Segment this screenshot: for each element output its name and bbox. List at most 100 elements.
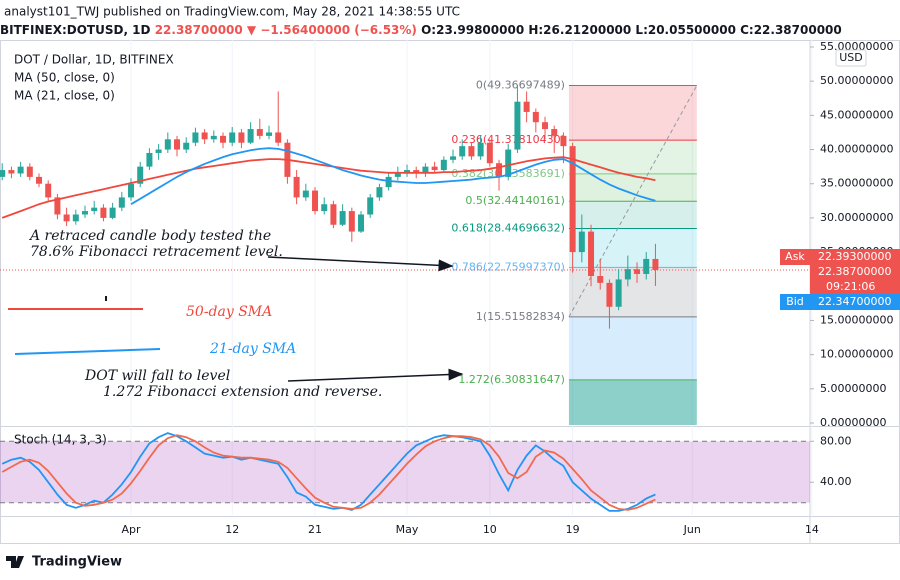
fib-label: 0(49.36697489): [476, 79, 565, 92]
candle-body: [440, 159, 447, 171]
candle-body: [569, 146, 576, 253]
ask-box: [810, 249, 900, 265]
ma-line: [130, 147, 656, 205]
candle-body: [146, 152, 153, 167]
countdown: 09:21:06: [826, 280, 875, 293]
candle-body: [634, 269, 641, 274]
candle-body: [422, 166, 429, 174]
candle-body: [560, 135, 567, 147]
candle-body: [514, 101, 521, 150]
candle-body: [615, 279, 622, 307]
candle-body: [652, 258, 659, 270]
symbol: BITFINEX:DOTUSD, 1D: [0, 23, 151, 37]
fib-zone: [568, 379, 697, 425]
candle-body: [155, 149, 162, 153]
y-tick-label: 80.00: [820, 434, 852, 447]
y-tick-label: 5.00000000: [820, 382, 886, 395]
bid-label: Bid: [786, 295, 804, 308]
fib-label: 1.272(6.30831647): [458, 373, 565, 386]
candle-body: [256, 129, 263, 136]
y-tick-label: 50.00000000: [820, 74, 893, 87]
candle-body: [266, 132, 273, 136]
annotation: DOT will fall to level: [84, 368, 230, 384]
x-tick-label: 12: [225, 523, 239, 536]
legend-ma21: MA (21, close, 0): [14, 89, 115, 103]
candle-body: [404, 170, 411, 174]
stoch-band: [0, 441, 810, 503]
y-tick-label: 40.00: [820, 475, 852, 488]
currency-box[interactable]: [835, 49, 867, 67]
ohlc: O:23.99800000 H:26.21200000 L:20.0550000…: [421, 23, 842, 37]
candle-body: [54, 197, 61, 215]
y-tick-label: 10.00000000: [820, 348, 893, 361]
bid-tag: [780, 294, 810, 310]
fib-zone: [568, 316, 697, 380]
arrow: [287, 368, 464, 382]
y-tick-label: 45.00000000: [820, 108, 893, 121]
candle-body: [137, 166, 144, 184]
candle-body: [542, 122, 549, 130]
candle-body: [91, 207, 98, 212]
candle-body: [36, 176, 43, 184]
bid-box: [810, 294, 900, 310]
candle-body: [348, 211, 355, 232]
candle-body: [238, 132, 245, 143]
ask-price: 22.39300000: [818, 250, 891, 263]
candle-body: [367, 197, 374, 215]
stoch-title: Stoch (14, 3, 3): [14, 433, 107, 447]
candle-body: [8, 170, 15, 174]
stoch-line: [1, 432, 656, 512]
fib-zone: [568, 140, 697, 174]
annotation: 50-day SMA: [186, 304, 272, 320]
candle-body: [643, 258, 650, 274]
candle-body: [523, 101, 530, 112]
ask-label: Ask: [785, 250, 805, 263]
fib-trend: [568, 85, 698, 318]
candle-body: [312, 190, 319, 212]
candle-body: [321, 204, 328, 212]
x-tick-label: 14: [805, 523, 819, 536]
candle-body: [624, 269, 631, 280]
change: 22.38700000 ▼ −1.56400000 (−6.53%): [155, 23, 417, 37]
x-tick-label: 21: [308, 523, 322, 536]
y-tick-label: 0.00000000: [820, 416, 886, 429]
fib-zone: [568, 201, 697, 229]
candle-body: [229, 132, 236, 143]
candle-body: [578, 231, 585, 253]
candle-body: [358, 214, 365, 232]
candle-body: [588, 231, 595, 277]
candle-body: [496, 163, 503, 177]
x-tick-label: Apr: [121, 523, 141, 536]
candle-body: [275, 132, 282, 143]
candle-body: [210, 135, 217, 140]
y-tick-label: 40.00000000: [820, 143, 893, 156]
candle-body: [385, 176, 392, 188]
candle-body: [100, 207, 107, 218]
last-price: 22.38700000: [818, 265, 891, 278]
fib-zone: [568, 85, 697, 141]
candle-body: [128, 183, 135, 198]
annotation: A retraced candle body tested the: [28, 228, 271, 244]
candle-body: [339, 211, 346, 225]
candle-body: [192, 132, 199, 143]
candle-body: [26, 166, 33, 177]
candle-body: [459, 146, 466, 157]
candle-body: [82, 211, 89, 215]
candle-body: [606, 282, 613, 307]
x-tick-label: Jun: [683, 523, 701, 536]
candle-body: [109, 207, 116, 218]
candle-body: [486, 142, 493, 164]
candle-body: [220, 135, 227, 143]
publisher: analyst101_TWJ published on TradingView.…: [4, 5, 460, 19]
annotation: 21-day SMA: [209, 341, 296, 357]
symbol-line: BITFINEX:DOTUSD, 1D 22.38700000 ▼ −1.564…: [0, 23, 842, 37]
sma21-sample: [14, 348, 161, 355]
candle-body: [394, 173, 401, 177]
candle-body: [431, 166, 438, 171]
candle-body: [247, 129, 254, 143]
candle-body: [63, 214, 70, 222]
fib-label: 0.5(32.44140161): [465, 194, 565, 207]
candle-body: [505, 149, 512, 177]
bid-price: 22.34700000: [818, 295, 891, 308]
